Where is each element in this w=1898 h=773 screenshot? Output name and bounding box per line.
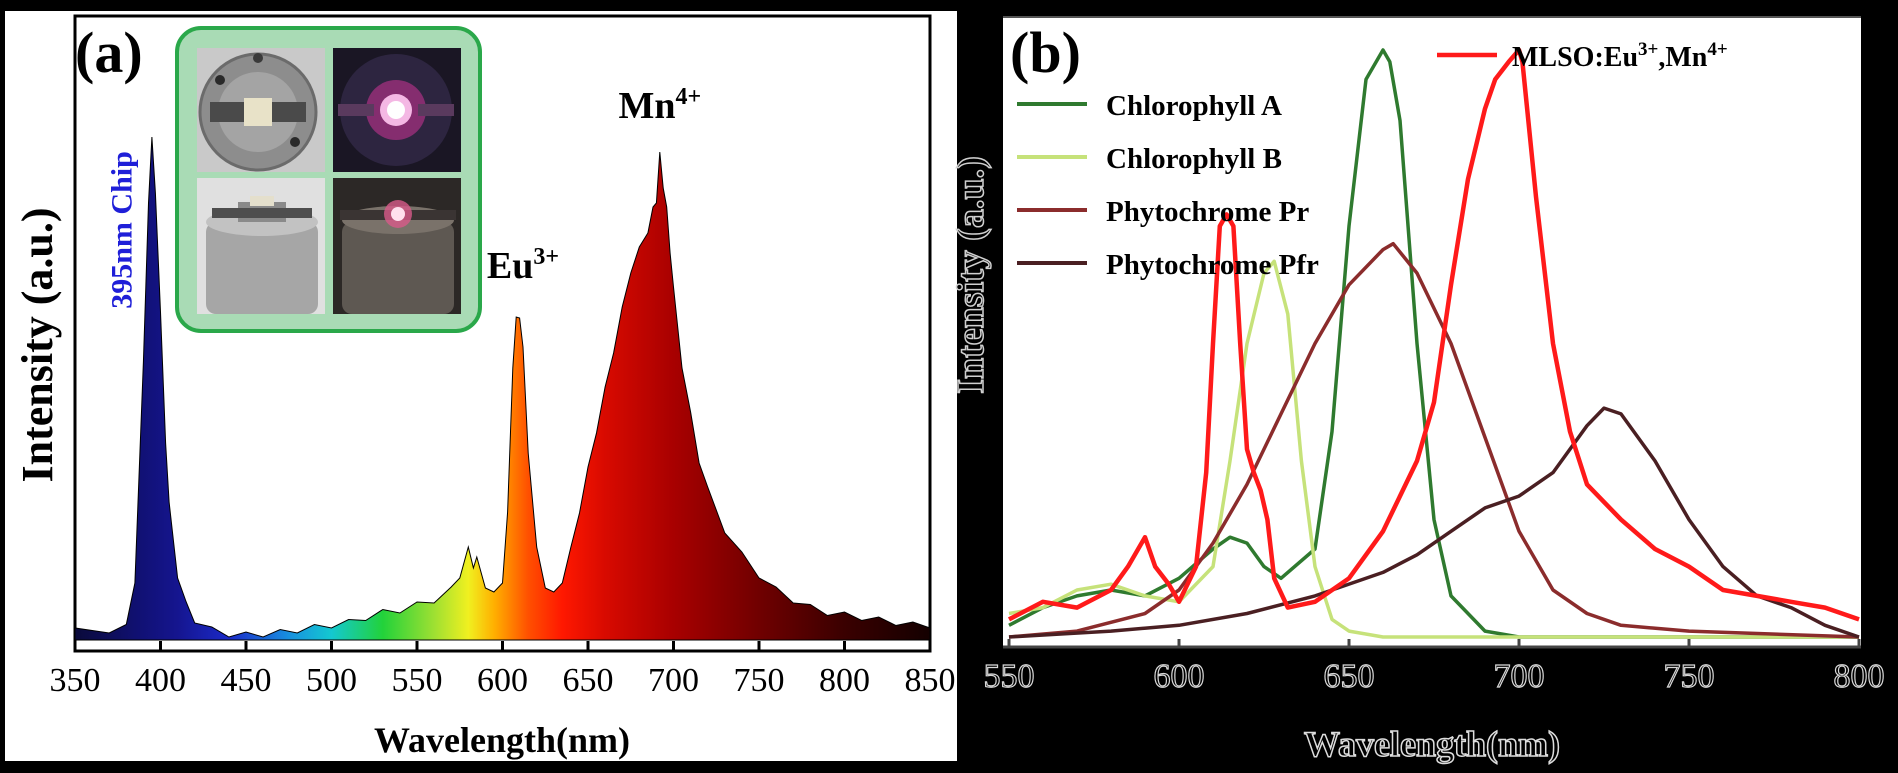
panel-b-label: (b) xyxy=(1010,20,1081,85)
panel-a-x-tick-label: 650 xyxy=(563,662,614,699)
legend-label-part: MLSO:Eu xyxy=(1512,42,1638,73)
inset-photo-top-right xyxy=(333,48,461,172)
series-line-phytochrome-pfr xyxy=(1008,406,1860,639)
panel-a: 350 400 450 500 550 600 650 700 750 800 850 (a) Wa… xyxy=(5,11,957,761)
panel-b-x-tick-label: 750 xyxy=(1664,658,1715,695)
legend-label-mlso: MLSO:Eu3+,Mn4+ xyxy=(1512,39,1728,73)
annotation-base: Eu xyxy=(487,245,533,287)
legend-label-part: ,Mn xyxy=(1658,42,1707,73)
panel-b-x-tick-label: 700 xyxy=(1494,658,1545,695)
inset-photo-grid xyxy=(175,26,482,333)
inset-photo-top-left xyxy=(197,48,325,172)
panel-a-x-tick-label: 750 xyxy=(734,662,785,699)
panel-a-x-tick-label: 850 xyxy=(905,662,956,699)
panel-b-x-ticks: 550 600 650 700 750 800 xyxy=(983,639,1885,696)
panel-a-x-tick-label: 700 xyxy=(648,662,699,699)
annotation-eu-peak: Eu3+ xyxy=(487,244,559,287)
panel-b-x-tick-label: 550 xyxy=(984,658,1035,695)
series-line-phytochrome-pr xyxy=(1008,241,1860,639)
annotation-395nm-chip: 395nm Chip xyxy=(105,151,138,309)
legend-label-superscript: 4+ xyxy=(1707,39,1727,60)
panel-a-x-tick-label: 800 xyxy=(819,662,870,699)
annotation-superscript: 3+ xyxy=(533,244,559,270)
series-line-mlso-eu3-mn4- xyxy=(1007,47,1860,622)
panel-b-x-tick-label: 650 xyxy=(1324,658,1375,695)
spectrum-area xyxy=(74,136,931,641)
panel-a-x-tick-label: 550 xyxy=(392,662,443,699)
panel-b: 550 600 650 700 750 800 (b) Wavelength(nm) In… xyxy=(949,16,1885,765)
legend-label: Phytochrome Pfr xyxy=(1106,249,1319,281)
panel-b-legend: MLSO:Eu3+,Mn4+ Chlorophyll A Chlorophyll B… xyxy=(1017,39,1728,281)
annotation-mn-peak: Mn4+ xyxy=(618,84,701,127)
legend-label-superscript: 3+ xyxy=(1638,39,1658,60)
panel-a-annotations: 395nm Chip Eu3+ Mn4+ xyxy=(105,84,701,309)
panel-b-x-axis-label: Wavelength(nm) xyxy=(1304,724,1560,764)
annotation-superscript: 4+ xyxy=(675,84,701,110)
legend-label: Chlorophyll A xyxy=(1106,90,1282,122)
panel-a-y-axis-label: Intensity (a.u.) xyxy=(13,207,62,482)
legend-label: Phytochrome Pr xyxy=(1106,196,1309,228)
panel-a-x-tick-label: 350 xyxy=(50,662,101,699)
legend-label: Chlorophyll B xyxy=(1106,143,1282,175)
panel-b-series-group xyxy=(1007,47,1860,639)
series-line-chlorophyll-b xyxy=(1008,259,1859,639)
panel-a-x-tick-label: 400 xyxy=(135,662,186,699)
panel-b-y-axis-label: Intensity (a.u.) xyxy=(950,156,992,394)
panel-a-x-ticks: 350 400 450 500 550 600 650 700 750 800 850 xyxy=(50,641,956,699)
panel-a-x-tick-label: 450 xyxy=(221,662,272,699)
panel-b-x-tick-label: 800 xyxy=(1834,658,1885,695)
inset-photo-bottom-right xyxy=(333,178,461,314)
panel-b-x-tick-label: 600 xyxy=(1154,658,1205,695)
panel-a-x-tick-label: 500 xyxy=(306,662,357,699)
inset-photo-bottom-left xyxy=(197,178,325,314)
panel-a-x-axis-label: Wavelength(nm) xyxy=(374,720,630,760)
panel-a-label: (a) xyxy=(75,20,143,85)
panel-a-x-tick-label: 600 xyxy=(477,662,528,699)
annotation-base: Mn xyxy=(618,85,675,127)
